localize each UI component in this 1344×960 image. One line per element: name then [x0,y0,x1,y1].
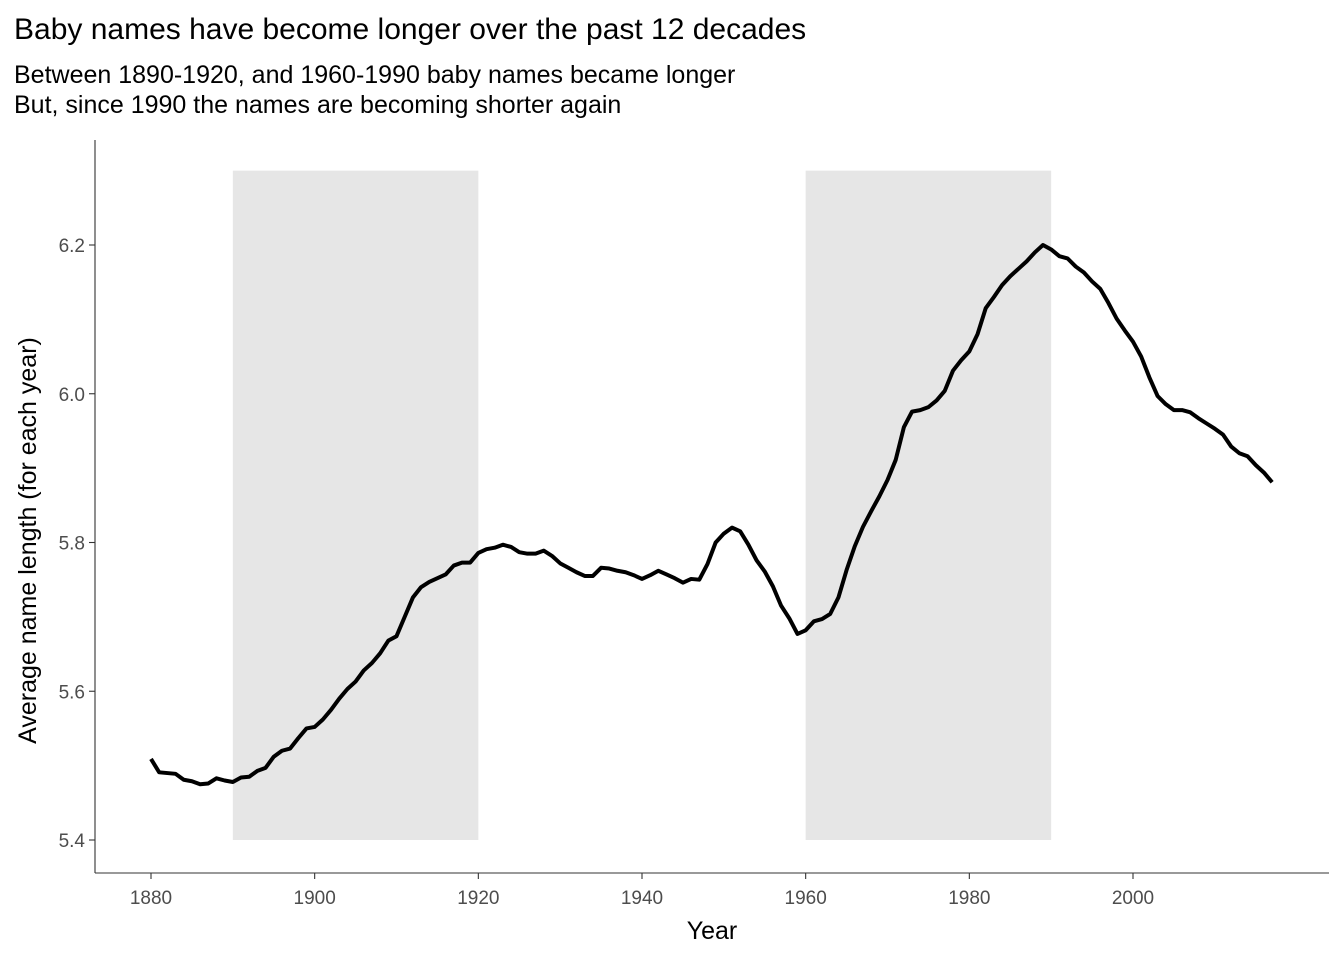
series-line-1 [149,243,1274,787]
y-tick-label: 6.2 [59,236,85,257]
shaded-periods [232,170,1052,840]
y-axis-title: Average name length (for each year) [14,337,42,744]
x-tick-label: 1900 [294,888,336,909]
y-axis-ticks: 5.4 5.6 5.8 6.0 6.2 [59,236,95,852]
x-tick-label: 2000 [1112,888,1154,909]
x-axis-ticks: 1880 1900 1920 1940 1960 1980 2000 [130,873,1154,909]
x-tick-label: 1920 [457,888,499,909]
chart-subtitle-line-2: But, since 1990 the names are becoming s… [14,91,622,119]
y-tick-label: 5.8 [59,534,85,555]
chart-subtitle-line-1: Between 1890-1920, and 1960-1990 baby na… [14,61,736,89]
x-tick-label: 1940 [621,888,663,909]
y-tick-label: 5.4 [59,831,86,852]
x-tick-label: 1980 [948,888,990,909]
x-tick-label: 1960 [785,888,827,909]
x-axis-title: Year [687,917,738,945]
shaded-period-1 [232,170,479,840]
shaded-period-2 [805,170,1052,840]
y-tick-label: 6.0 [59,385,85,406]
series-layer [149,243,1274,787]
x-tick-label: 1880 [130,888,172,909]
y-tick-label: 5.6 [59,682,85,703]
axes [94,140,1329,874]
chart-title: Baby names have become longer over the p… [14,13,807,46]
